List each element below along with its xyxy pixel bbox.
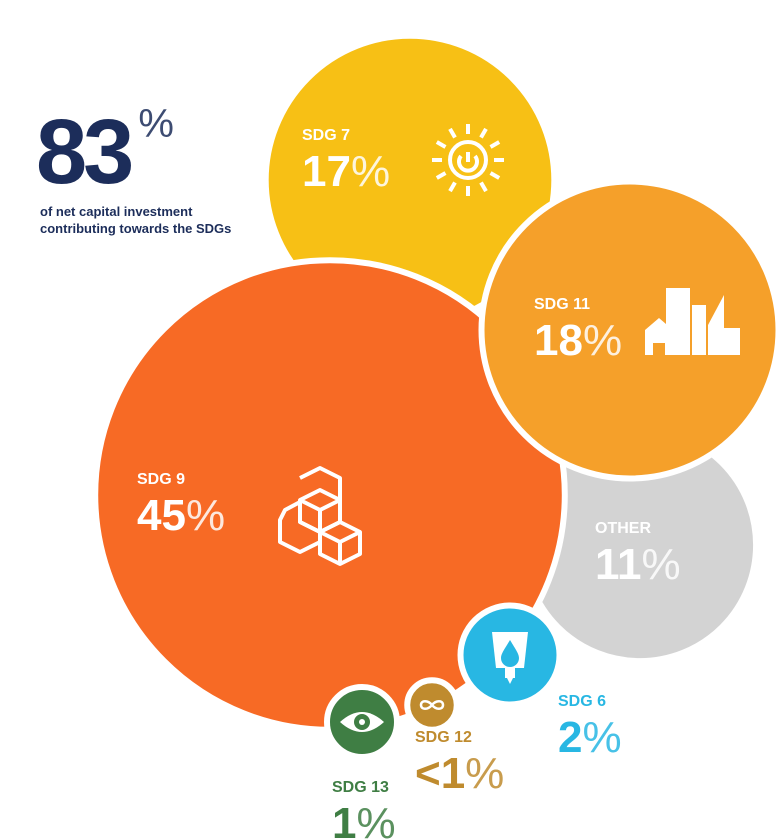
icon-water bbox=[492, 632, 528, 684]
bubble-value-label: 11% bbox=[595, 540, 681, 589]
bubble-name: SDG 6 bbox=[558, 693, 606, 710]
bubble-name: SDG 13 bbox=[332, 779, 389, 796]
bubble-name: SDG 11 bbox=[534, 296, 590, 313]
bubble-value-label: 2% bbox=[558, 713, 622, 762]
labels: SDG 7 17% OTHER 11% SDG 9 45% SDG 11 18% SDG 6 2%… bbox=[137, 127, 681, 839]
bubble-value-label: 1% bbox=[332, 799, 396, 839]
icon-sun bbox=[432, 124, 504, 196]
icon-city bbox=[645, 288, 740, 355]
bubble-value-label: 45% bbox=[137, 491, 225, 540]
bubble bbox=[478, 178, 782, 482]
total: 83% bbox=[36, 101, 174, 203]
bubble-name: SDG 12 bbox=[415, 729, 472, 746]
icon-infinity bbox=[419, 700, 445, 710]
bubble-value-label: 17% bbox=[302, 147, 390, 196]
icon-cubes bbox=[278, 466, 362, 566]
subtitle: of net capital investment bbox=[40, 204, 193, 219]
icon-eye bbox=[340, 712, 384, 732]
bubble-name: SDG 9 bbox=[137, 471, 185, 488]
bubble-name: OTHER bbox=[595, 520, 651, 537]
bubble-name: SDG 7 bbox=[302, 127, 350, 144]
bubble-value-label: <1% bbox=[415, 749, 504, 798]
bubbles bbox=[92, 32, 782, 760]
subtitle: contributing towards the SDGs bbox=[40, 221, 231, 236]
bubble-value-label: 18% bbox=[534, 316, 622, 365]
